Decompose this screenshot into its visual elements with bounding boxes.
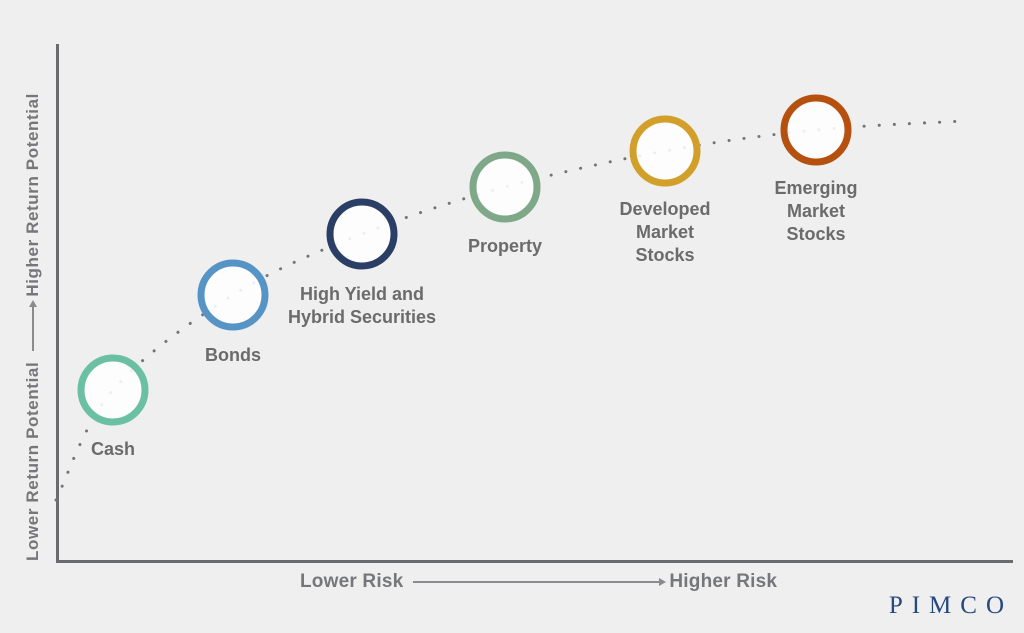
x-axis-label-lower: Lower Risk (300, 571, 404, 592)
node-label-emerging: Emerging Market Stocks (774, 177, 857, 246)
node-label-bonds: Bonds (205, 344, 261, 367)
right-arrow-icon (413, 578, 667, 586)
node-circle-cash (77, 354, 149, 426)
node-circle-property (469, 151, 541, 223)
node-label-line: Hybrid Securities (287, 307, 437, 327)
node-circle-bonds (197, 259, 269, 331)
node-label-developed: Developed Market Stocks (619, 198, 710, 267)
node-circle-high-yield (326, 198, 398, 270)
y-axis-label: Lower Return Potential Higher Return Pot… (21, 93, 45, 561)
node-label-line: Cash (90, 439, 136, 459)
node-label-line: Emerging (774, 178, 858, 198)
node-label-line: Stocks (786, 224, 846, 244)
pimco-logo: PIMCO (888, 592, 1013, 619)
up-arrow-icon (32, 307, 34, 352)
x-axis-label: Lower Risk Higher Risk (300, 570, 777, 594)
node-label-property: Property (468, 235, 542, 258)
node-label-line: High Yield and (299, 284, 424, 304)
node-label-line: Market (786, 201, 846, 221)
node-label-line: Market (635, 222, 695, 242)
y-axis-label-higher: Higher Return Potential (23, 93, 42, 297)
node-label-cash: Cash (91, 438, 135, 461)
node-circle-developed (629, 115, 701, 187)
node-label-line: Developed (619, 199, 711, 219)
y-axis-label-lower: Lower Return Potential (23, 361, 42, 561)
x-axis-label-higher: Higher Risk (669, 571, 778, 592)
node-circle-emerging (780, 94, 852, 166)
node-label-line: Stocks (635, 245, 695, 265)
node-label-line: Bonds (205, 345, 261, 365)
node-label-line: Property (467, 236, 543, 256)
node-label-high-yield: High Yield and Hybrid Securities (288, 283, 436, 329)
